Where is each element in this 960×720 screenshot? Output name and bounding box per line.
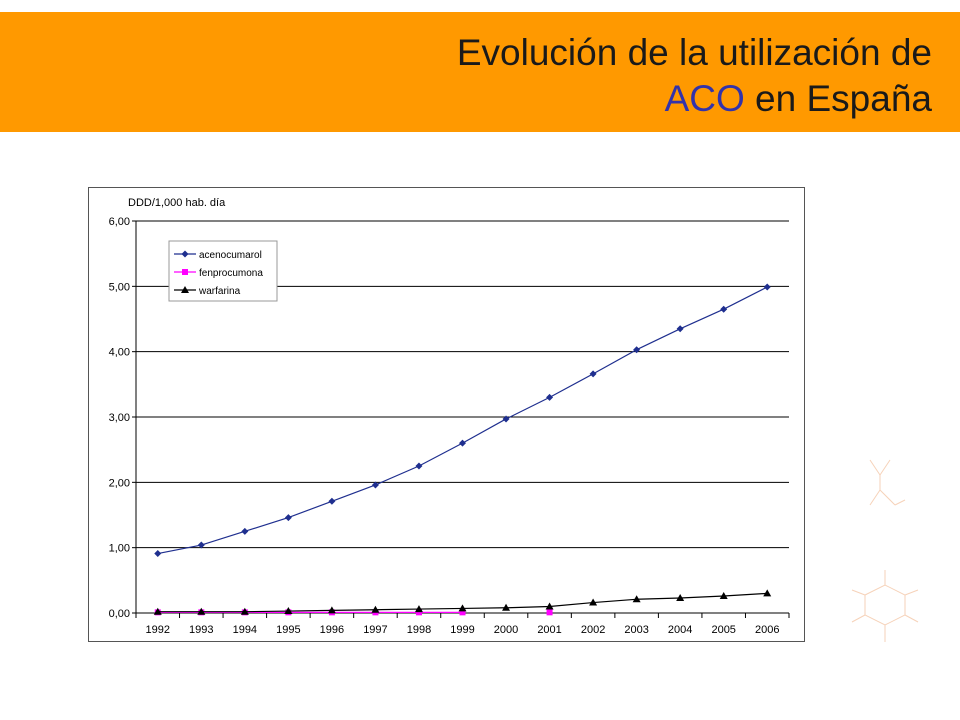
legend: acenocumarol fenprocumona warfarina bbox=[168, 240, 278, 302]
data-point-acenocumarol bbox=[459, 439, 466, 447]
data-point-warfarina bbox=[545, 602, 554, 610]
data-point-acenocumarol bbox=[546, 393, 554, 401]
y-tick-label: 1,00 bbox=[109, 543, 130, 555]
data-point-acenocumarol bbox=[371, 481, 379, 489]
x-tick-label: 1999 bbox=[450, 624, 474, 636]
data-point-warfarina bbox=[589, 598, 598, 606]
x-tick-label: 1998 bbox=[407, 624, 431, 636]
x-tick-label: 2006 bbox=[755, 624, 779, 636]
x-tick-label: 2001 bbox=[537, 624, 561, 636]
data-point-acenocumarol bbox=[720, 305, 728, 313]
x-tick-label: 1995 bbox=[276, 624, 300, 636]
y-tick-label: 6,00 bbox=[109, 216, 130, 228]
title-acronym: ACO bbox=[664, 78, 745, 119]
series-warfarina bbox=[153, 589, 772, 615]
x-tick-label: 2002 bbox=[581, 624, 605, 636]
data-point-acenocumarol bbox=[328, 497, 336, 505]
legend-label-warfarina: warfarina bbox=[198, 286, 241, 297]
legend-marker-acenocumarol bbox=[181, 250, 189, 258]
data-point-acenocumarol bbox=[197, 541, 205, 549]
y-tick-label: 5,00 bbox=[109, 281, 130, 293]
y-tick-label: 3,00 bbox=[109, 412, 130, 424]
data-point-warfarina bbox=[676, 593, 685, 601]
series-acenocumarol bbox=[154, 283, 771, 558]
data-point-acenocumarol bbox=[154, 550, 162, 558]
series-line-acenocumarol bbox=[157, 286, 768, 555]
data-point-warfarina bbox=[414, 605, 423, 613]
title-line-2: ACO en España bbox=[457, 76, 932, 122]
x-tick-label: 2000 bbox=[494, 624, 518, 636]
data-point-warfarina bbox=[153, 607, 162, 615]
data-point-warfarina bbox=[197, 607, 206, 615]
legend-label-fenprocumona: fenprocumona bbox=[199, 268, 263, 279]
legend-marker-warfarina bbox=[181, 286, 189, 293]
series-group bbox=[153, 283, 772, 616]
x-tick-label: 1992 bbox=[146, 624, 170, 636]
slide-title: Evolución de la utilización de ACO en Es… bbox=[457, 30, 932, 122]
legend-label-acenocumarol: acenocumarol bbox=[199, 250, 262, 261]
data-point-acenocumarol bbox=[415, 462, 423, 470]
y-axis-title: DDD/1,000 hab. día bbox=[128, 197, 226, 209]
data-point-acenocumarol bbox=[676, 325, 684, 333]
y-tick-label: 0,00 bbox=[109, 608, 130, 620]
axes: 0,00 1,00 2,00 3,00 4,00 5,00 6,00 1992 1993 1994… bbox=[109, 197, 790, 636]
chemical-structure-illustration bbox=[851, 459, 919, 642]
data-point-warfarina bbox=[502, 603, 511, 611]
x-tick-label: 1994 bbox=[233, 624, 257, 636]
x-tick-label: 1993 bbox=[189, 624, 213, 636]
data-point-warfarina bbox=[327, 606, 336, 614]
x-tick-label: 2003 bbox=[624, 624, 648, 636]
data-point-warfarina bbox=[719, 592, 728, 600]
y-tick-label: 2,00 bbox=[109, 477, 130, 489]
title-banner: Evolución de la utilización de ACO en Es… bbox=[0, 12, 960, 132]
x-tick-label: 1997 bbox=[363, 624, 387, 636]
chart-container: 0,00 1,00 2,00 3,00 4,00 5,00 6,00 1992 1993 1994… bbox=[88, 187, 805, 642]
data-point-warfarina bbox=[458, 604, 467, 612]
data-point-warfarina bbox=[371, 605, 380, 613]
data-point-fenprocumona bbox=[415, 609, 422, 616]
data-point-warfarina bbox=[632, 595, 641, 603]
x-tick-label: 1996 bbox=[320, 624, 344, 636]
data-point-warfarina bbox=[240, 607, 249, 615]
line-chart: 0,00 1,00 2,00 3,00 4,00 5,00 6,00 1992 1993 1994… bbox=[109, 197, 790, 636]
y-tick-label: 4,00 bbox=[109, 347, 130, 359]
data-point-acenocumarol bbox=[241, 527, 249, 535]
data-point-fenprocumona bbox=[459, 609, 466, 616]
x-tick-label: 2005 bbox=[711, 624, 735, 636]
data-point-warfarina bbox=[284, 607, 293, 615]
title-line-1: Evolución de la utilización de bbox=[456, 32, 932, 73]
data-point-acenocumarol bbox=[763, 283, 771, 291]
data-point-warfarina bbox=[763, 589, 772, 597]
data-point-acenocumarol bbox=[284, 514, 292, 522]
x-tick-label: 2004 bbox=[668, 624, 692, 636]
legend-marker-fenprocumona bbox=[182, 269, 188, 275]
data-point-fenprocumona bbox=[546, 609, 553, 616]
data-point-acenocumarol bbox=[502, 415, 510, 423]
data-point-acenocumarol bbox=[633, 346, 641, 354]
data-point-acenocumarol bbox=[589, 370, 597, 378]
title-line-2-rest: en España bbox=[744, 78, 932, 119]
